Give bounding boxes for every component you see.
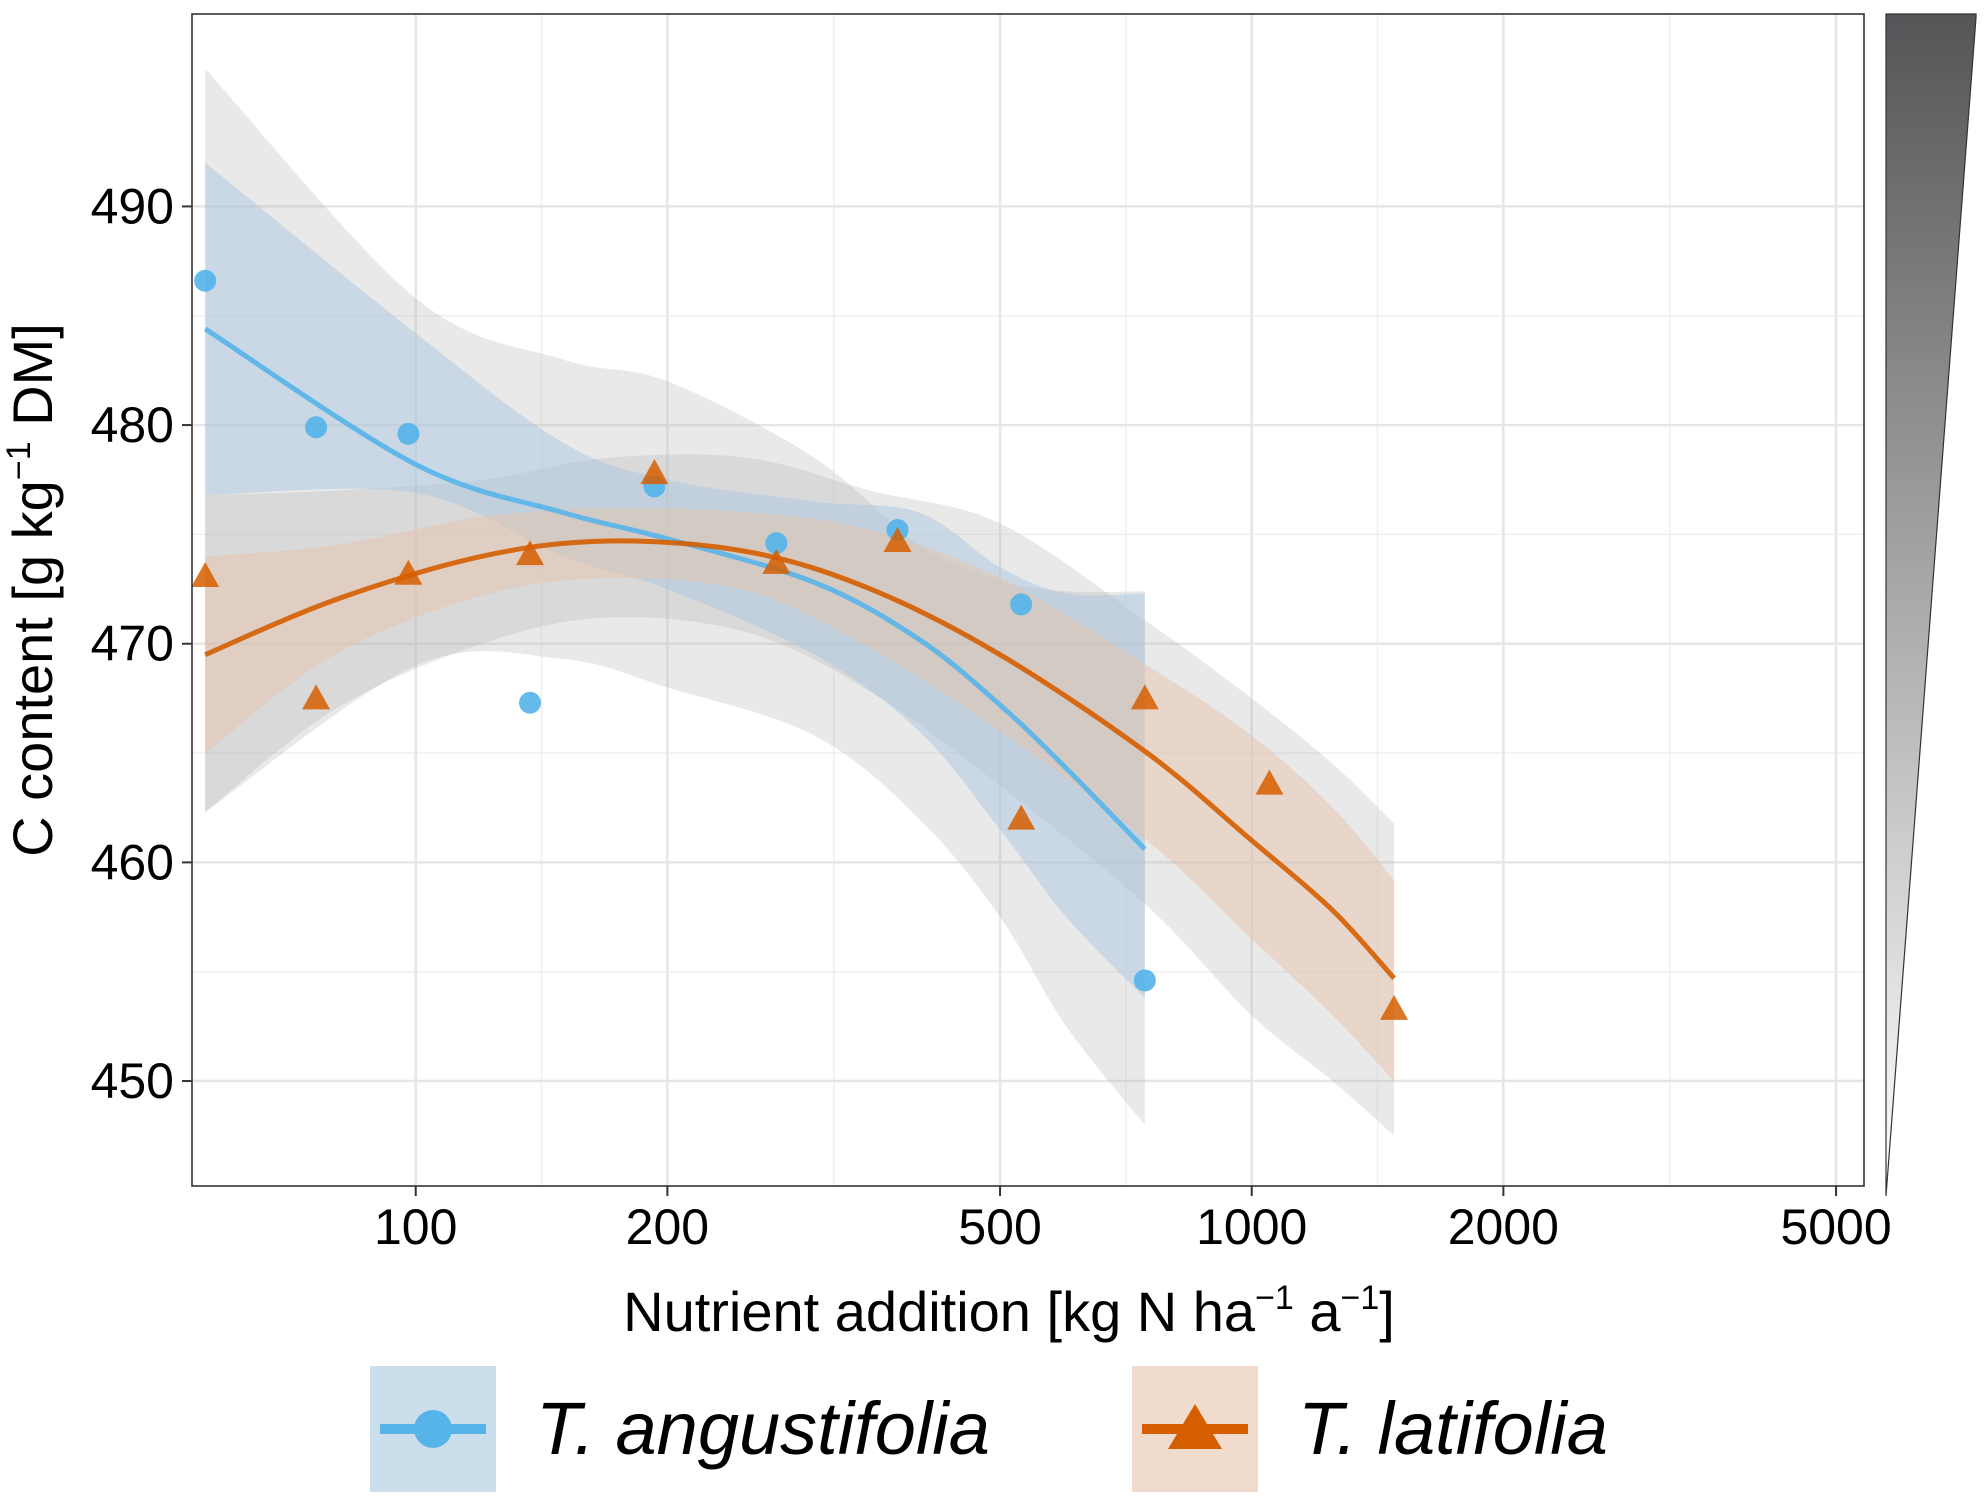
x-axis-ticks: 100 200 500 1000 2000 5000 <box>374 1186 1892 1255</box>
ci-band-inner-0 <box>205 162 1145 998</box>
x-axis-title-sup2: −1 <box>1341 1279 1380 1317</box>
x-axis-title-base: Nutrient addition [kg N ha <box>623 1280 1256 1343</box>
y-axis-title-sup: −1 <box>0 441 38 480</box>
y-axis-title-base: C content [g kg <box>1 480 64 857</box>
y-axis-title: C content [g kg−1 DM] <box>0 323 64 857</box>
y-tick-label: 490 <box>91 178 174 234</box>
y-tick-label: 470 <box>91 616 174 672</box>
x-tick-label: 5000 <box>1780 1199 1891 1255</box>
fit-line-1 <box>204 538 1396 980</box>
data-point-circle <box>519 691 542 714</box>
x-tick-label: 1000 <box>1196 1199 1307 1255</box>
data-point-circle <box>765 532 788 555</box>
x-tick-label: 2000 <box>1448 1199 1559 1255</box>
x-tick-label: 500 <box>958 1199 1041 1255</box>
data-point-triangle <box>1007 804 1036 830</box>
ci-band-inner-1 <box>205 507 1395 1082</box>
data-point-triangle <box>191 561 220 587</box>
data-point-triangle <box>302 684 331 710</box>
legend-label-angustifolia: T. angustifolia <box>536 1387 990 1470</box>
x-tick-label: 100 <box>374 1199 457 1255</box>
data-points <box>191 269 1409 1020</box>
data-point-triangle <box>762 548 791 574</box>
data-point-triangle <box>516 540 545 566</box>
ci-band-outer-0 <box>205 68 1145 1125</box>
y-axis-title-end: DM] <box>1 323 64 441</box>
y-axis-ticks: 450 460 470 480 490 <box>91 178 192 1109</box>
legend-key-marker <box>414 1410 452 1448</box>
data-point-triangle <box>640 459 669 485</box>
x-axis-title: Nutrient addition [kg N ha−1 a−1] <box>623 1279 1395 1343</box>
legend-label-latifolia: T. latifolia <box>1298 1387 1608 1470</box>
legend: T. angustifolia T. latifolia <box>370 1366 1608 1492</box>
legend-item-angustifolia: T. angustifolia <box>370 1366 990 1492</box>
x-axis-title-mid: a <box>1294 1280 1342 1343</box>
data-point-triangle <box>394 559 423 585</box>
legend-item-latifolia: T. latifolia <box>1132 1366 1608 1492</box>
y-tick-label: 480 <box>91 397 174 453</box>
plot-border <box>191 13 1865 1187</box>
data-point-circle <box>1133 969 1156 992</box>
data-point-circle <box>194 269 217 292</box>
y-tick-label: 460 <box>91 834 174 890</box>
data-point-triangle <box>883 526 912 552</box>
gradient-wedge-bar <box>1885 13 1977 1197</box>
y-tick-label: 450 <box>91 1053 174 1109</box>
x-axis-title-end: ] <box>1379 1280 1395 1343</box>
x-axis-title-sup1: −1 <box>1255 1279 1294 1317</box>
legend-key-marker <box>1168 1404 1222 1449</box>
data-point-triangle <box>1255 769 1284 795</box>
confidence-bands <box>205 68 1395 1136</box>
data-point-circle <box>1010 593 1033 616</box>
data-point-triangle <box>1130 684 1159 710</box>
data-point-circle <box>397 422 420 445</box>
data-point-triangle <box>1380 994 1409 1020</box>
data-point-circle <box>305 416 328 439</box>
x-tick-label: 200 <box>626 1199 709 1255</box>
